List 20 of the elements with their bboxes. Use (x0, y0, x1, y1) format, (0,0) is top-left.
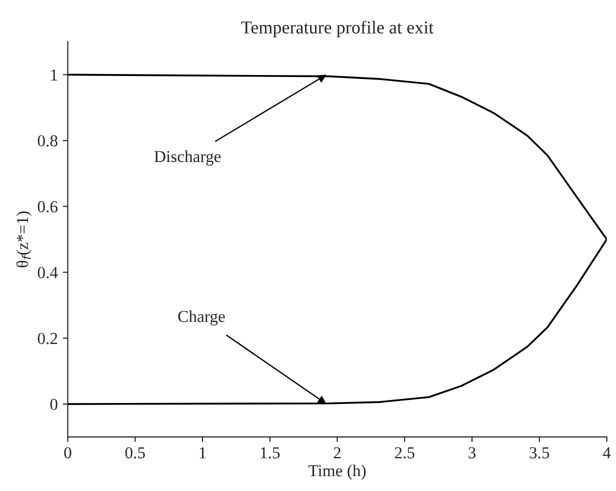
y-axis-title: θ$_{f}$(z*=1) (16, 211, 32, 268)
x-tick-label: 3.5 (530, 447, 550, 459)
y-tick-label: 0.4 (38, 267, 58, 278)
y-tick-label: 0 (50, 398, 58, 410)
x-tick-label: 1 (200, 447, 206, 458)
y-tick-label: 0.2 (38, 332, 58, 344)
annotation: Charge (178, 310, 225, 326)
x-tick-label: 2 (334, 447, 341, 458)
x-tick-label: 3 (468, 447, 476, 458)
y-tick-label: 1 (51, 69, 58, 80)
x-tick-label: 2.5 (394, 447, 414, 459)
y-tick-label: 0.8 (38, 135, 58, 147)
x-tick-label: 0.5 (125, 447, 145, 459)
x-axis-title: Time (h) (308, 464, 366, 480)
x-tick-label: 4 (602, 447, 611, 458)
annotation: Discharge (154, 150, 221, 166)
x-tick-label: 0 (64, 447, 72, 458)
x-tick-label: 1.5 (260, 447, 280, 459)
y-tick-label: 0.6 (38, 201, 58, 212)
chart-title: Temperature profile at exit (241, 20, 434, 38)
